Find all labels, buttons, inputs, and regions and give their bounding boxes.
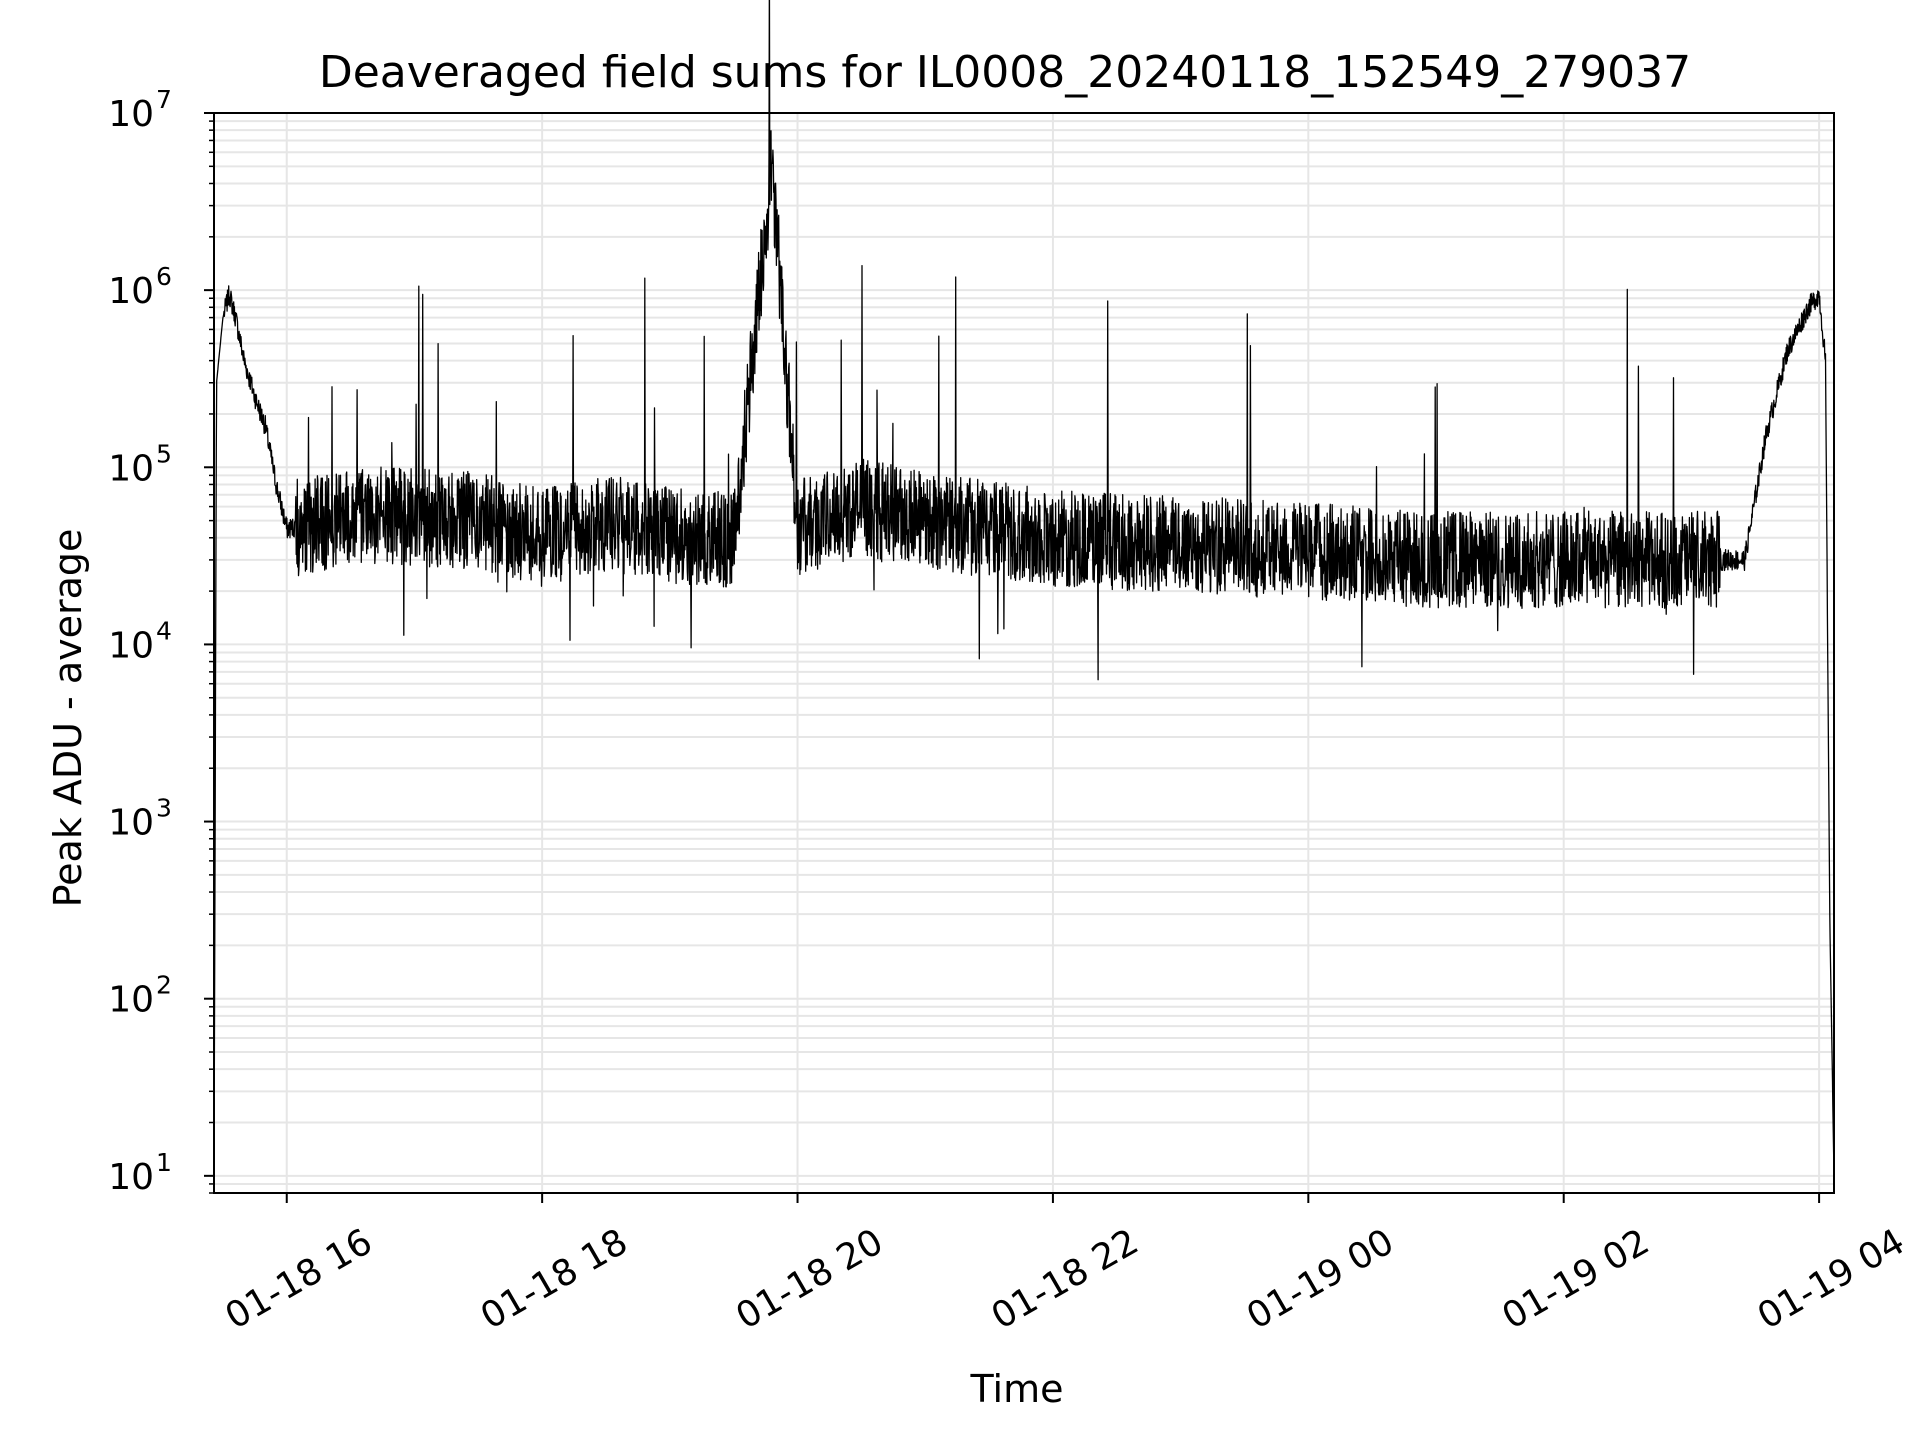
x-tick-label: 01-19 02 bbox=[1496, 1221, 1657, 1337]
x-tick-label: 01-18 20 bbox=[729, 1221, 890, 1337]
y-tick-label-exponent: 7 bbox=[156, 85, 172, 114]
y-tick-label: 10 bbox=[108, 803, 154, 844]
y-tick-label-base: 10 bbox=[108, 271, 154, 312]
y-tick-label: 10 bbox=[108, 448, 154, 489]
y-tick-label: 10 bbox=[108, 625, 154, 666]
x-tick-label: 01-18 18 bbox=[474, 1221, 635, 1337]
y-tick-label-exponent: 4 bbox=[156, 616, 172, 645]
y-tick-label-exponent: 5 bbox=[156, 439, 172, 468]
x-tick-label: 01-18 22 bbox=[985, 1221, 1146, 1337]
chart-title: Deaveraged field sums for IL0008_2024011… bbox=[319, 47, 1691, 98]
plot-frame bbox=[213, 112, 1835, 1194]
data-series-line bbox=[213, 0, 1835, 1176]
plot-data bbox=[213, 0, 1835, 1176]
y-tick-label: 10 bbox=[108, 271, 154, 312]
y-tick-label-exponent: 2 bbox=[156, 971, 172, 1000]
y-tick-label-base: 10 bbox=[108, 94, 154, 135]
y-tick-label: 10 bbox=[108, 1157, 154, 1198]
x-tick-label: 01-19 04 bbox=[1751, 1221, 1912, 1337]
y-axis-label: Peak ADU - average bbox=[46, 529, 90, 908]
y-tick-label-exponent: 3 bbox=[156, 794, 172, 823]
y-tick-label-exponent: 1 bbox=[156, 1148, 172, 1177]
x-tick-label: 01-18 16 bbox=[219, 1221, 380, 1337]
x-axis-label: Time bbox=[970, 1367, 1064, 1411]
y-tick-label-base: 10 bbox=[108, 980, 154, 1021]
y-tick-label-base: 10 bbox=[108, 1157, 154, 1198]
y-tick-label: 10 bbox=[108, 94, 154, 135]
y-tick-label-base: 10 bbox=[108, 803, 154, 844]
y-tick-label-base: 10 bbox=[108, 625, 154, 666]
x-tick-label: 01-19 00 bbox=[1240, 1221, 1401, 1337]
y-tick-label-exponent: 6 bbox=[156, 262, 172, 291]
y-tick-label: 10 bbox=[108, 980, 154, 1021]
grid bbox=[214, 112, 1834, 1194]
y-tick-label-base: 10 bbox=[108, 448, 154, 489]
